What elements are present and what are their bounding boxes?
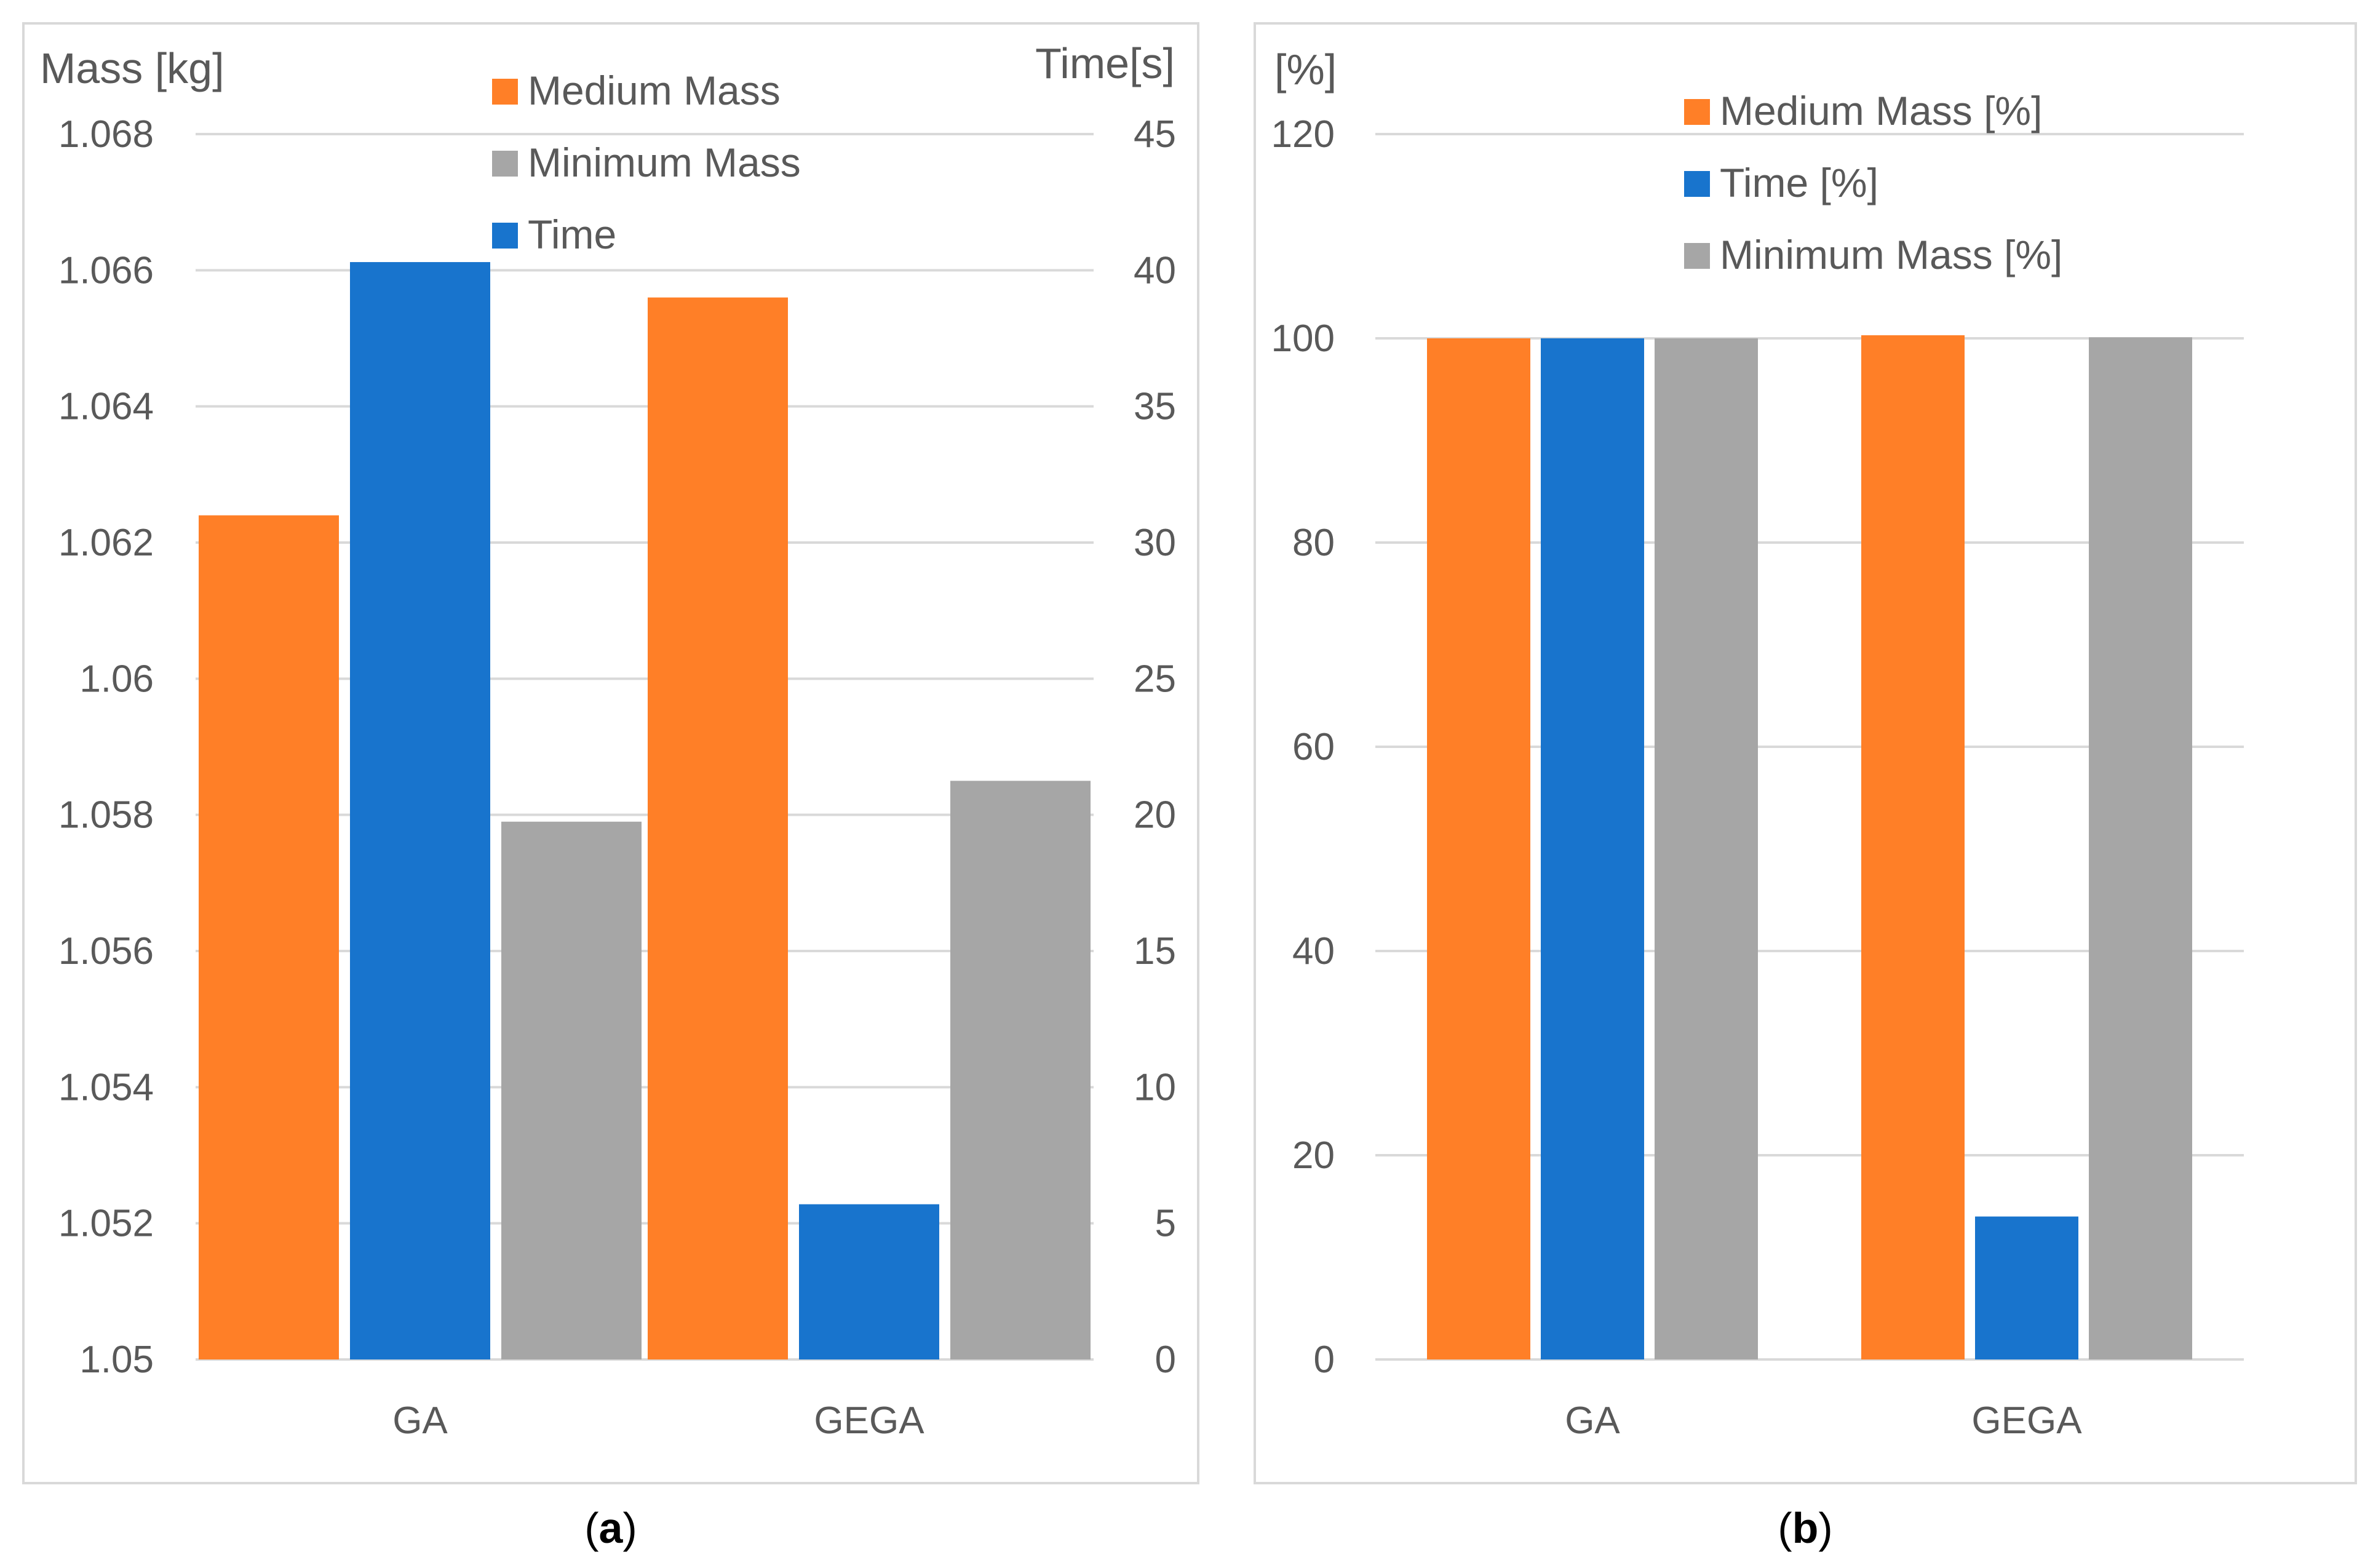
panel-a-gridlines	[196, 133, 1094, 1361]
caption-a-letter: a	[599, 1504, 624, 1552]
chart-panel-a: 1.05 1.052 1.054 1.056 1.058 1.06 1.062 1.064 1.…	[22, 22, 1199, 1484]
b-legend-swatch-time	[1684, 171, 1710, 197]
b-legend-label-medium-mass: Medium Mass [%]	[1720, 88, 2042, 133]
a-legend-swatch-time	[492, 223, 518, 249]
a-bar-time-gega	[799, 1204, 939, 1359]
panel-b-y-axis-title: [%]	[1274, 46, 1337, 94]
b-bar-medium-mass-ga	[1427, 338, 1530, 1359]
a-x-tick-label-ga: GA	[392, 1399, 448, 1442]
b-legend-swatch-minimum-mass	[1684, 243, 1710, 269]
panel-b-y-ticks: 0 20 40 60 80 100 120	[1271, 113, 1335, 1381]
a-y2-tick-label: 40	[1134, 249, 1176, 292]
b-y-tick-label: 80	[1292, 522, 1335, 564]
panel-a-y2-axis-title: Time[s]	[1035, 39, 1175, 87]
panel-a-bars	[199, 262, 1091, 1360]
a-y-tick-label: 1.064	[58, 386, 154, 428]
a-y-tick-label: 1.05	[79, 1339, 154, 1381]
b-y-tick-label: 120	[1271, 113, 1335, 156]
a-legend-swatch-minimum-mass	[492, 151, 518, 177]
b-legend-label-minimum-mass: Minimum Mass [%]	[1720, 232, 2062, 277]
a-legend-label-medium-mass: Medium Mass	[528, 68, 781, 113]
a-y2-tick-label: 5	[1155, 1203, 1176, 1245]
b-bar-time-gega	[1975, 1216, 2078, 1359]
b-y-tick-label: 100	[1271, 317, 1335, 360]
a-x-tick-label-gega: GEGA	[814, 1399, 924, 1442]
panel-b-legend: Medium Mass [%] Time [%] Minimum Mass [%]	[1684, 88, 2062, 277]
caption-b-close: )	[1818, 1504, 1832, 1552]
b-y-tick-label: 60	[1292, 726, 1335, 768]
a-legend-label-minimum-mass: Minimum Mass	[528, 140, 801, 185]
a-y2-tick-label: 35	[1134, 386, 1176, 428]
panel-a-x-ticks: GA GEGA	[392, 1399, 924, 1442]
b-legend-label-time: Time [%]	[1720, 160, 1878, 205]
a-y-tick-label: 1.058	[58, 794, 154, 837]
b-legend-swatch-medium-mass	[1684, 99, 1710, 125]
panel-a-y-ticks: 1.05 1.052 1.054 1.056 1.058 1.06 1.062 1.064 1.…	[58, 113, 154, 1381]
a-y2-tick-label: 30	[1134, 522, 1176, 564]
b-bar-minimum-mass-gega	[2089, 337, 2192, 1359]
a-y-tick-label: 1.062	[58, 522, 154, 564]
b-x-tick-label-gega: GEGA	[1971, 1399, 2082, 1442]
panel-b-bars	[1427, 335, 2192, 1359]
b-y-tick-label: 0	[1314, 1339, 1335, 1381]
a-legend-swatch-medium-mass	[492, 79, 518, 105]
a-y2-tick-label: 20	[1134, 794, 1176, 837]
a-y-tick-label: 1.056	[58, 930, 154, 973]
a-y2-tick-label: 25	[1134, 658, 1176, 700]
caption-b-letter: b	[1792, 1504, 1819, 1552]
a-y2-tick-label: 45	[1134, 113, 1176, 156]
a-legend-label-time: Time	[528, 212, 616, 257]
b-bar-time-ga	[1541, 338, 1644, 1359]
a-bar-time-ga	[350, 262, 490, 1359]
panel-b-x-ticks: GA GEGA	[1565, 1399, 2082, 1442]
a-y-tick-label: 1.06	[79, 658, 154, 700]
panel-a-y-axis-title: Mass [kg]	[40, 44, 225, 92]
b-x-tick-label-ga: GA	[1565, 1399, 1620, 1442]
b-y-tick-label: 20	[1292, 1134, 1335, 1177]
caption-a: (a)	[584, 1504, 637, 1552]
caption-b: (b)	[1778, 1504, 1832, 1552]
a-bar-minimum-mass-gega	[950, 781, 1091, 1359]
a-y2-tick-label: 15	[1134, 930, 1176, 973]
panel-a-y2-ticks: 0 5 10 15 20 25 30 35 40 45	[1134, 113, 1176, 1381]
a-y2-tick-label: 10	[1134, 1066, 1176, 1108]
a-bar-medium-mass-ga	[199, 515, 339, 1359]
b-y-tick-label: 40	[1292, 930, 1335, 973]
a-bar-minimum-mass-ga	[501, 821, 642, 1359]
a-bar-medium-mass-gega	[648, 297, 788, 1360]
a-y2-tick-label: 0	[1155, 1339, 1176, 1381]
a-y-tick-label: 1.068	[58, 113, 154, 156]
b-bar-medium-mass-gega	[1861, 335, 1965, 1359]
caption-a-open: (	[584, 1504, 598, 1552]
a-y-tick-label: 1.052	[58, 1203, 154, 1245]
panel-a-legend: Medium Mass Minimum Mass Time	[492, 68, 801, 257]
chart-panel-b: 0 20 40 60 80 100 120 GA GEGA [%] Medium Mass […	[1254, 22, 2357, 1484]
a-y-tick-label: 1.066	[58, 249, 154, 292]
caption-a-close: )	[622, 1504, 637, 1552]
caption-b-open: (	[1778, 1504, 1792, 1552]
a-y-tick-label: 1.054	[58, 1066, 154, 1108]
b-bar-minimum-mass-ga	[1655, 338, 1758, 1359]
